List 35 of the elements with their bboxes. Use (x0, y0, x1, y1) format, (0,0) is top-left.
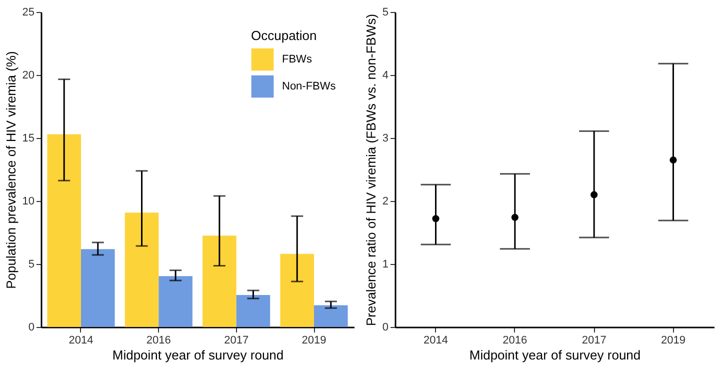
y-axis-title: Prevalence ratio of HIV viremia (FBWs vs. non-FBWs) (363, 14, 378, 326)
x-tick-label: 2014 (68, 334, 94, 346)
y-tick-label: 10 (22, 196, 34, 208)
y-tick-label: 1 (382, 258, 388, 270)
y-axis-title: Population prevalence of HIV viremia (%) (3, 51, 18, 289)
x-axis-title: Midpoint year of survey round (112, 348, 284, 362)
y-tick-label: 2 (382, 196, 388, 208)
bar (280, 254, 314, 327)
legend-title: Occupation (251, 28, 317, 43)
y-tick-label: 0 (382, 322, 388, 334)
legend-label: Non-FBWs (282, 80, 336, 92)
y-tick-label: 0 (28, 322, 34, 334)
x-tick-label: 2017 (224, 334, 249, 346)
bar (158, 276, 192, 327)
x-tick-label: 2019 (660, 334, 686, 346)
y-tick-label: 20 (22, 70, 34, 82)
y-tick-label: 5 (382, 6, 388, 18)
bar (81, 249, 115, 327)
y-tick-label: 5 (28, 258, 34, 270)
y-tick-label: 15 (22, 132, 34, 144)
x-tick-label: 2019 (302, 334, 326, 346)
x-tick-label: 2017 (582, 334, 606, 346)
x-axis-title: Midpoint year of survey round (469, 348, 641, 362)
legend-label: FBWs (282, 54, 312, 66)
bar (236, 294, 270, 327)
y-tick-label: 3 (382, 132, 388, 144)
x-tick-label: 2014 (424, 334, 448, 346)
x-tick-label: 2016 (146, 334, 171, 346)
bar (47, 134, 81, 327)
bar (202, 236, 236, 327)
bar (124, 212, 159, 327)
bar (314, 305, 348, 327)
y-tick-label: 25 (22, 6, 34, 18)
x-tick-label: 2016 (502, 334, 528, 346)
y-tick-label: 4 (382, 70, 388, 82)
